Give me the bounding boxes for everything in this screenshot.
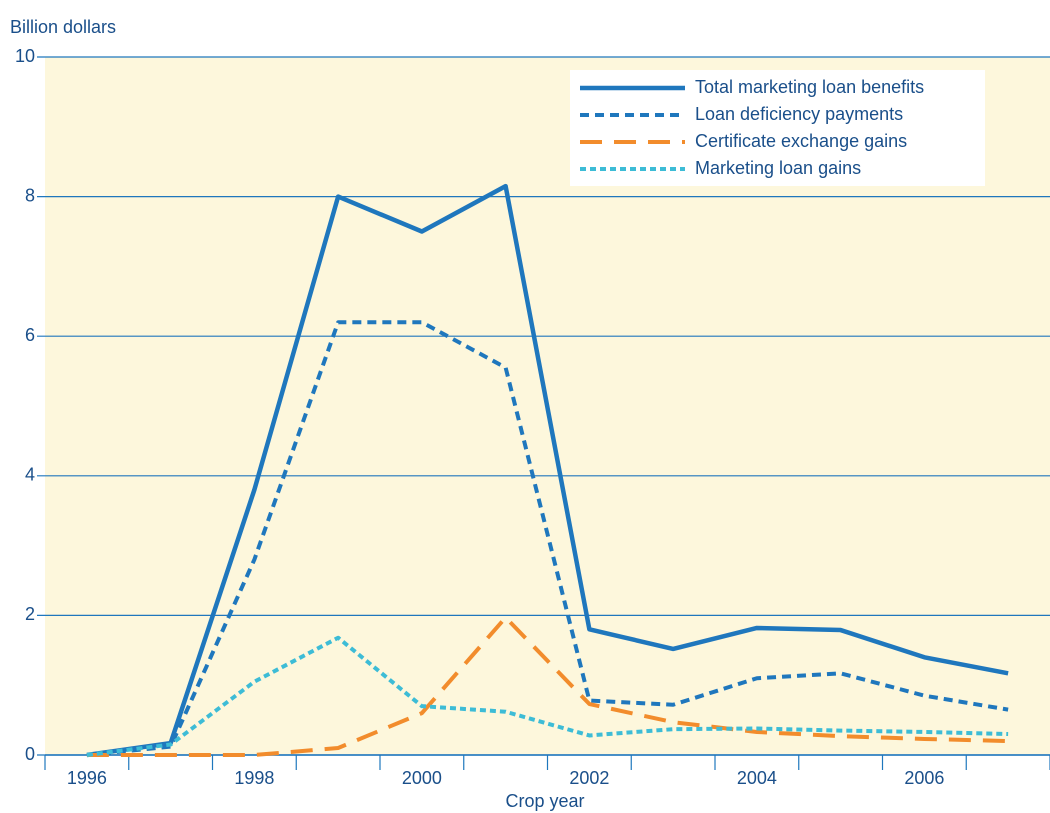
series-line — [86, 183, 1009, 758]
x-tick-label: 1996 — [67, 768, 107, 788]
legend-label: Marketing loan gains — [695, 158, 861, 178]
series-line — [86, 320, 1009, 757]
x-tick-label: 2000 — [402, 768, 442, 788]
series-line — [86, 615, 1009, 757]
legend-label: Loan deficiency payments — [695, 104, 903, 124]
y-tick-label: 6 — [25, 325, 35, 345]
x-tick-label: 2002 — [569, 768, 609, 788]
x-axis-label: Crop year — [505, 791, 584, 811]
legend-label: Certificate exchange gains — [695, 131, 907, 151]
x-tick-label: 2006 — [904, 768, 944, 788]
y-tick-label: 8 — [25, 185, 35, 205]
legend-label: Total marketing loan benefits — [695, 77, 924, 97]
y-tick-label: 0 — [25, 744, 35, 764]
x-tick-label: 1998 — [234, 768, 274, 788]
y-tick-label: 10 — [15, 46, 35, 66]
y-axis-label: Billion dollars — [10, 17, 116, 37]
y-tick-label: 2 — [25, 604, 35, 624]
y-tick-label: 4 — [25, 465, 35, 485]
x-tick-label: 2004 — [737, 768, 777, 788]
series-line — [86, 635, 1009, 757]
